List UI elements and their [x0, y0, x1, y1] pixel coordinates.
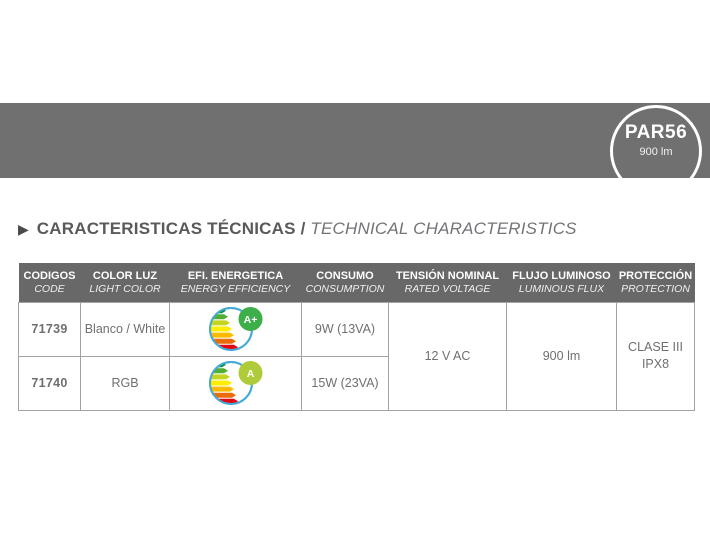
section-title: ▶ CARACTERISTICAS TÉCNICAS / TECHNICAL C… [18, 219, 577, 239]
code-cell: 71739 [18, 301, 81, 357]
table-row: 71740 RGB [18, 355, 695, 411]
table-row: 71739 Blanco / White [18, 301, 695, 411]
light-color-cell: RGB [80, 355, 170, 411]
badge-subtitle: 900 lm [639, 145, 673, 158]
energy-class-label: A [246, 368, 254, 380]
consumption-cell: 9W (13VA) [301, 301, 389, 357]
energy-efficiency-cell: A+ [169, 301, 302, 357]
header-efi-energetica: EFI. ENERGETICA ENERGY EFFICIENCY [169, 263, 302, 302]
light-color-cell: Blanco / White [80, 301, 170, 357]
protection-cell: CLASE III IPX8 [616, 301, 695, 411]
section-title-es: CARACTERISTICAS TÉCNICAS [36, 219, 296, 238]
rated-voltage-cell: 12 V AC [388, 301, 507, 411]
badge-title: PAR56 [624, 122, 688, 143]
section-title-en: TECHNICAL CHARACTERISTICS [310, 219, 577, 238]
header-consumo: CONSUMO CONSUMPTION [301, 263, 389, 302]
banner: PAR56 900 lm [0, 103, 710, 178]
luminous-flux-cell: 900 lm [506, 301, 617, 411]
energy-efficiency-cell: A [169, 355, 302, 411]
par56-badge: PAR56 900 lm [610, 105, 702, 178]
energy-class-label: A+ [243, 314, 257, 326]
header-tension-nominal: TENSIÓN NOMINAL RATED VOLTAGE [388, 263, 507, 302]
header-row: CODIGOS CODE COLOR LUZ LIGHT COLOR EFI. … [18, 263, 695, 302]
code-cell: 71740 [18, 355, 81, 411]
spec-table: CODIGOS CODE COLOR LUZ LIGHT COLOR EFI. … [18, 263, 695, 411]
energy-label-icon: A [170, 359, 301, 407]
header-codigos: CODIGOS CODE [18, 263, 81, 302]
section-title-separator: / [300, 219, 306, 238]
energy-class-badge [238, 307, 262, 331]
header-color-luz: COLOR LUZ LIGHT COLOR [80, 263, 170, 302]
energy-class-badge [238, 361, 262, 385]
header-flujo-luminoso: FLUJO LUMINOSO LUMINOUS FLUX [506, 263, 617, 302]
triangle-bullet-icon: ▶ [18, 221, 29, 237]
consumption-cell: 15W (23VA) [301, 355, 389, 411]
header-proteccion: PROTECCIÓN PROTECTION [616, 263, 695, 302]
energy-label-icon: A+ [170, 305, 301, 353]
